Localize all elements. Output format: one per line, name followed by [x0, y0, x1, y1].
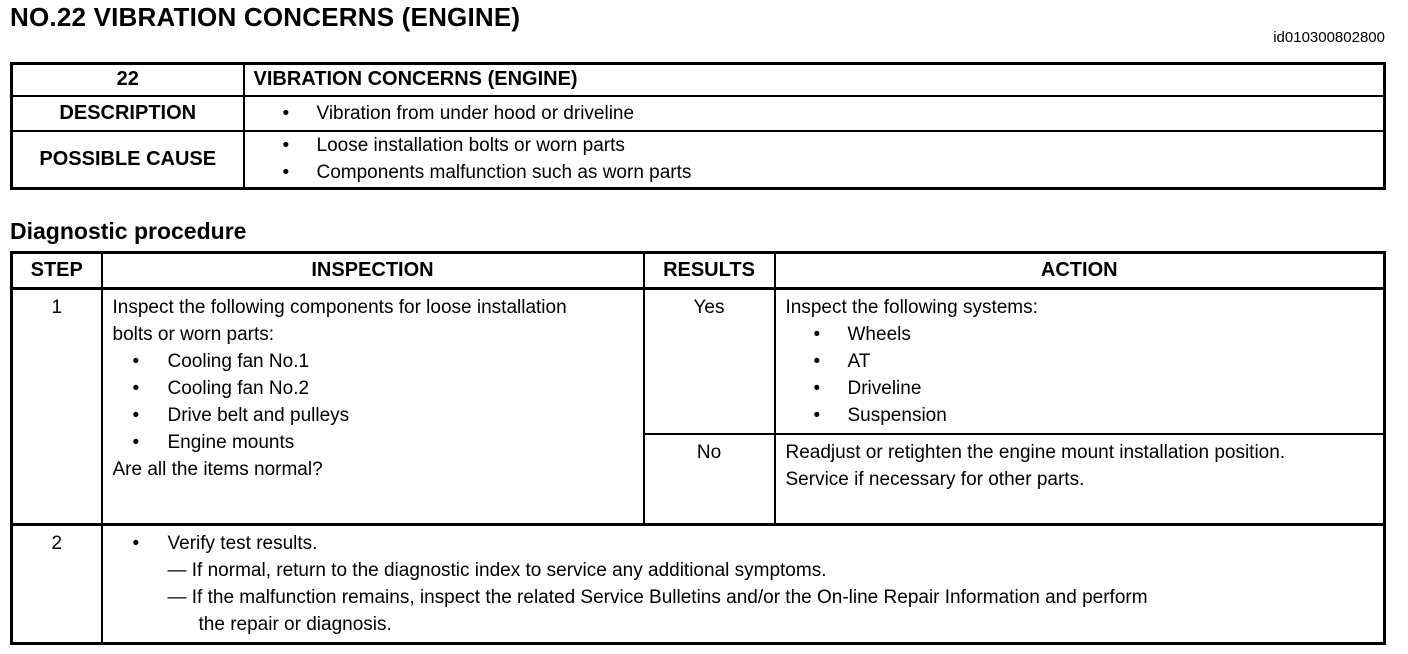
step1-no-action-cell: Readjust or retighten the engine mount i… — [773, 433, 1386, 525]
list-item: Cooling fan No.1 — [113, 348, 635, 375]
list-item: AT — [786, 348, 1376, 375]
action-intro: Inspect the following systems: — [785, 297, 1038, 318]
description-row: DESCRIPTION Vibration from under hood or… — [10, 94, 1386, 132]
list-item: Cooling fan No.2 — [113, 375, 635, 402]
inspection-intro: Inspect the following components for loo… — [112, 297, 567, 345]
step2-row: 2 Verify test results. — If normal, retu… — [10, 522, 1386, 644]
sub-item: — If the malfunction remains, inspect th… — [167, 586, 1148, 635]
symptom-summary-table: 22 VIBRATION CONCERNS (ENGINE) DESCRIPTI… — [10, 62, 1386, 190]
col-header-inspection: INSPECTION — [100, 251, 645, 290]
symptom-number-row: 22 VIBRATION CONCERNS (ENGINE) — [10, 62, 1386, 97]
page-title: NO.22 VIBRATION CONCERNS (ENGINE) — [10, 2, 521, 32]
step2-number: 2 — [10, 522, 103, 644]
list-item: Vibration from under hood or driveline — [255, 100, 1376, 127]
diagnostic-procedure-heading: Diagnostic procedure — [10, 218, 247, 244]
step1-number: 1 — [10, 287, 103, 525]
step1-no-row: No Readjust or retighten the engine moun… — [12, 433, 1386, 525]
inspection-question: Are all the items normal? — [112, 459, 323, 480]
description-label: DESCRIPTION — [10, 94, 245, 132]
document-id: id010300802800 — [1273, 29, 1385, 46]
step1-yes-action-cell: Inspect the following systems: Wheels AT… — [773, 287, 1386, 435]
symptom-number: 22 — [10, 62, 245, 97]
list-item: Wheels — [786, 321, 1376, 348]
sub-item: — If normal, return to the diagnostic in… — [167, 559, 827, 581]
step1-result-yes: Yes — [642, 287, 776, 435]
description-cell: Vibration from under hood or driveline — [242, 94, 1386, 132]
list-item: Components malfunction such as worn part… — [255, 159, 1376, 186]
action-line: Readjust or retighten the engine mount i… — [785, 442, 1286, 463]
list-item: Loose installation bolts or worn parts — [255, 132, 1376, 159]
list-item: Engine mounts — [113, 429, 635, 456]
list-item: Suspension — [786, 402, 1376, 429]
step2-content-cell: Verify test results. — If normal, return… — [100, 522, 1386, 644]
list-item: Verify test results. — [113, 530, 1376, 557]
col-header-step: STEP — [10, 251, 103, 290]
step1-result-no: No — [642, 433, 776, 525]
step1-yes-row: 1 Inspect the following components for l… — [10, 287, 1386, 525]
table-header-row: STEP INSPECTION RESULTS ACTION — [10, 251, 1386, 290]
list-item: Drive belt and pulleys — [113, 402, 635, 429]
col-header-results: RESULTS — [642, 251, 776, 290]
step1-inspection-cell: Inspect the following components for loo… — [100, 287, 645, 525]
list-item: Driveline — [786, 375, 1376, 402]
col-header-action: ACTION — [773, 251, 1386, 290]
possible-cause-row: POSSIBLE CAUSE Loose installation bolts … — [10, 129, 1386, 190]
possible-cause-cell: Loose installation bolts or worn parts C… — [242, 129, 1386, 190]
action-line: Service if necessary for other parts. — [785, 469, 1085, 490]
diagnostic-procedure-table: STEP INSPECTION RESULTS ACTION 1 Inspect… — [10, 251, 1386, 645]
possible-cause-label: POSSIBLE CAUSE — [10, 129, 245, 190]
symptom-name: VIBRATION CONCERNS (ENGINE) — [242, 62, 1386, 97]
